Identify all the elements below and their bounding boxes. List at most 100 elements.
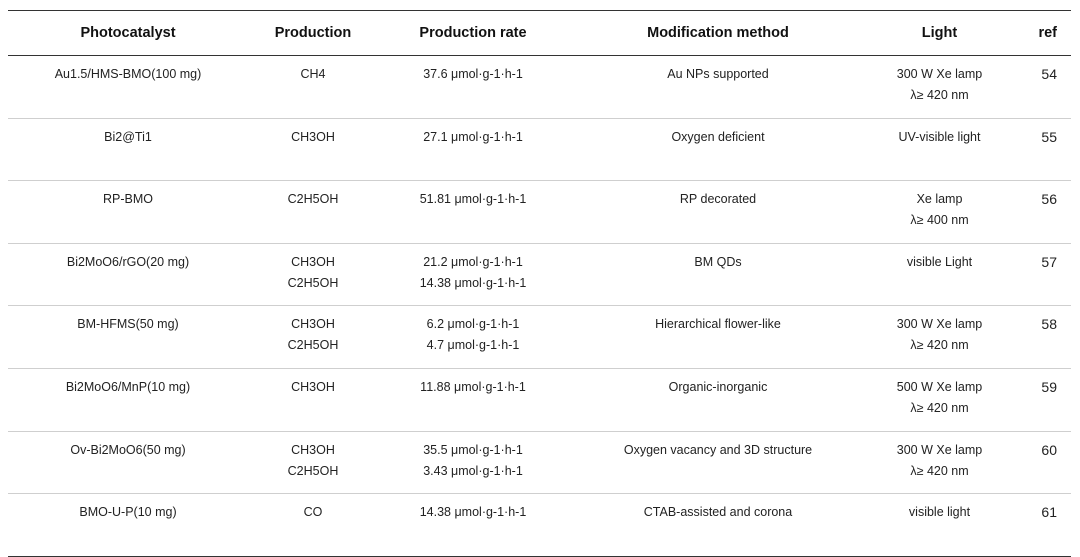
light-cell-line: λ≥ 420 nm	[910, 88, 969, 102]
production-cell-line: C2H5OH	[287, 192, 339, 207]
production-rate-cell: 51.81 μmol·g-1·h-1	[378, 180, 568, 244]
production-cell: CH3OH C2H5OH	[248, 243, 378, 307]
ref-cell: 59	[1011, 368, 1071, 432]
ref-cell: 55	[1011, 118, 1071, 182]
light-cell-line: 300 W Xe lamp	[896, 317, 983, 332]
production-rate-cell: 37.6 μmol·g-1·h-1	[378, 55, 568, 119]
header-light: Light	[868, 10, 1011, 56]
table-row: BM-HFMS(50 mg) CH3OH C2H5OH 6.2 μmol·g-1·h-…	[8, 305, 1071, 369]
light-cell-line: visible light	[908, 505, 971, 520]
production-rate-cell: 6.2 μmol·g-1·h-1 4.7 μmol·g-1·h-1	[378, 305, 568, 369]
light-cell: UV-visible light	[868, 118, 1011, 182]
table-row: BMO-U-P(10 mg) CO 14.38 μmol·g-1·h-1 CTAB-a…	[8, 493, 1071, 557]
modification-method-cell: Hierarchical flower-like	[568, 305, 868, 369]
header-row: Photocatalyst Production Production rate…	[8, 10, 1071, 56]
light-cell-line: λ≥ 420 nm	[910, 400, 969, 415]
production-cell: CH3OH	[248, 118, 378, 182]
ref-cell: 54	[1011, 55, 1071, 119]
photocatalyst-cell: Au1.5/HMS-BMO(100 mg)	[8, 55, 248, 119]
production-cell: CO	[248, 493, 378, 557]
production-rate-cell-line: 37.6 μmol·g-1·h-1	[423, 67, 523, 81]
modification-method-cell: CTAB-assisted and corona	[568, 493, 868, 557]
light-cell-line: λ≥ 420 nm	[910, 338, 969, 353]
table-row: Ov-Bi2MoO6(50 mg) CH3OH C2H5OH 35.5 μmol·g-…	[8, 431, 1071, 495]
modification-method-cell: Oxygen vacancy and 3D structure	[568, 431, 868, 495]
table-row: Bi2MoO6/MnP(10 mg) CH3OH 11.88 μmol·g-1·h-…	[8, 368, 1071, 432]
modification-method-cell: RP decorated	[568, 180, 868, 244]
production-rate-cell-line: 14.38 μmol·g-1·h-1	[419, 275, 527, 290]
light-cell-line: λ≥ 420 nm	[910, 463, 969, 478]
light-cell-line: 500 W Xe lamp	[896, 379, 983, 394]
production-rate-cell: 35.5 μmol·g-1·h-1 3.43 μmol·g-1·h-1	[378, 431, 568, 495]
production-cell-line: C2H5OH	[287, 338, 339, 353]
production-cell-line: CH3OH	[291, 442, 335, 457]
light-cell-line: 300 W Xe lamp	[896, 67, 983, 81]
production-cell: CH3OH	[248, 368, 378, 432]
modification-method-cell: Au NPs supported	[568, 55, 868, 119]
production-cell: CH3OH C2H5OH	[248, 431, 378, 495]
production-rate-cell-line: 14.38 μmol·g-1·h-1	[419, 505, 527, 520]
header-modification-method: Modification method	[568, 10, 868, 56]
production-cell-line: CH3OH	[291, 129, 335, 144]
light-cell-line: Xe lamp	[916, 192, 963, 207]
light-cell: visible light	[868, 493, 1011, 557]
production-rate-cell: 11.88 μmol·g-1·h-1	[378, 368, 568, 432]
light-cell: 300 W Xe lamp λ≥ 420 nm	[868, 305, 1011, 369]
photocatalyst-cell: RP-BMO	[8, 180, 248, 244]
modification-method-cell: Oxygen deficient	[568, 118, 868, 182]
production-rate-cell-line: 11.88 μmol·g-1·h-1	[420, 379, 526, 394]
photocatalyst-cell: Bi2MoO6/MnP(10 mg)	[8, 368, 248, 432]
table-row: Bi2@Ti1 CH3OH 27.1 μmol·g-1·h-1 Oxygen defi…	[8, 118, 1071, 182]
table-row: Bi2MoO6/rGO(20 mg) CH3OH C2H5OH 21.2 μmol·g…	[8, 243, 1071, 307]
production-cell-line: CH4	[300, 67, 326, 81]
light-cell: visible Light	[868, 243, 1011, 307]
production-rate-cell-line: 27.1 μmol·g-1·h-1	[423, 129, 523, 144]
light-cell-line: 300 W Xe lamp	[896, 442, 983, 457]
ref-cell: 60	[1011, 431, 1071, 495]
light-cell: 500 W Xe lamp λ≥ 420 nm	[868, 368, 1011, 432]
production-rate-cell: 14.38 μmol·g-1·h-1	[378, 493, 568, 557]
header-photocatalyst: Photocatalyst	[8, 10, 248, 56]
modification-method-cell: BM QDs	[568, 243, 868, 307]
ref-cell: 58	[1011, 305, 1071, 369]
light-cell-line: λ≥ 400 nm	[910, 213, 969, 228]
production-rate-cell: 21.2 μmol·g-1·h-1 14.38 μmol·g-1·h-1	[378, 243, 568, 307]
production-rate-cell-line: 51.81 μmol·g-1·h-1	[419, 192, 527, 207]
production-rate-cell-line: 4.7 μmol·g-1·h-1	[426, 338, 520, 353]
table-row: RP-BMO C2H5OH 51.81 μmol·g-1·h-1 RP decorat…	[8, 180, 1071, 244]
header-ref: ref	[1011, 10, 1071, 56]
header-production: Production	[248, 10, 378, 56]
light-cell-line: visible Light	[906, 254, 973, 269]
production-cell-line: C2H5OH	[287, 463, 339, 478]
table-row: Au1.5/HMS-BMO(100 mg) CH4 37.6 μmol·g-1·h-…	[8, 55, 1071, 119]
photocatalyst-cell: Bi2MoO6/rGO(20 mg)	[8, 243, 248, 307]
production-rate-cell-line: 35.5 μmol·g-1·h-1	[423, 442, 523, 457]
page: Photocatalyst Production Production rate…	[8, 10, 1071, 557]
light-cell: 300 W Xe lamp λ≥ 420 nm	[868, 55, 1011, 119]
light-cell: 300 W Xe lamp λ≥ 420 nm	[868, 431, 1011, 495]
production-rate-cell-line: 3.43 μmol·g-1·h-1	[423, 463, 523, 478]
production-cell-line: CH3OH	[291, 254, 335, 269]
light-cell: Xe lamp λ≥ 400 nm	[868, 180, 1011, 244]
photocatalyst-cell: BM-HFMS(50 mg)	[8, 305, 248, 369]
production-cell: CH3OH C2H5OH	[248, 305, 378, 369]
production-rate-cell-line: 21.2 μmol·g-1·h-1	[423, 254, 523, 269]
photocatalyst-cell: BMO-U-P(10 mg)	[8, 493, 248, 557]
modification-method-cell: Organic-inorganic	[568, 368, 868, 432]
production-cell-line: C2H5OH	[287, 275, 339, 290]
production-cell-line: CH3OH	[291, 379, 335, 394]
ref-cell: 61	[1011, 493, 1071, 557]
photocatalyst-cell: Bi2@Ti1	[8, 118, 248, 182]
light-cell-line: UV-visible light	[898, 129, 981, 144]
table-body: Au1.5/HMS-BMO(100 mg) CH4 37.6 μmol·g-1·h-…	[8, 55, 1071, 557]
ref-cell: 57	[1011, 243, 1071, 307]
production-cell: C2H5OH	[248, 180, 378, 244]
production-rate-cell-line: 6.2 μmol·g-1·h-1	[426, 317, 520, 332]
production-cell: CH4	[248, 55, 378, 119]
ref-cell: 56	[1011, 180, 1071, 244]
photocatalyst-cell: Ov-Bi2MoO6(50 mg)	[8, 431, 248, 495]
photocatalyst-table: Photocatalyst Production Production rate…	[8, 10, 1071, 557]
header-production-rate: Production rate	[378, 10, 568, 56]
production-cell-line: CO	[303, 505, 323, 520]
production-cell-line: CH3OH	[291, 317, 335, 332]
